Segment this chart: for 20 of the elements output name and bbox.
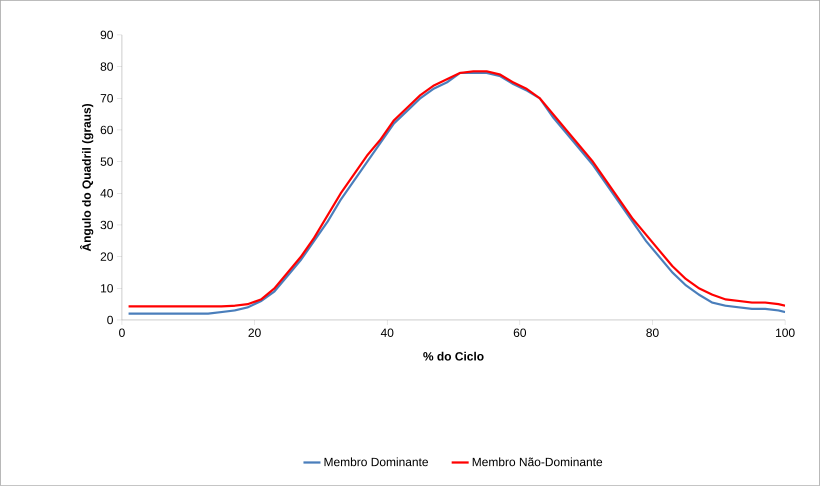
y-tick-label: 40	[100, 189, 113, 198]
y-tick-label: 10	[101, 284, 113, 293]
y-axis-title: Ângulo do Quadril (graus)	[80, 104, 94, 252]
y-tick-label: 80	[100, 62, 113, 71]
y-tick-label: 0	[107, 316, 113, 324]
x-tick-label: 40	[380, 328, 394, 337]
legend-label: Membro Não-Dominante	[472, 457, 602, 466]
x-tick-label: 60	[514, 328, 526, 337]
y-tick-label: 70	[100, 94, 113, 103]
x-axis-title: % do Ciclo	[423, 352, 484, 361]
x-tick-label: 20	[248, 328, 261, 337]
y-tick-label: 30	[100, 220, 113, 230]
y-tick-label: 90	[100, 30, 113, 40]
y-tick-label: 60	[100, 126, 113, 134]
x-tick-label: 0	[119, 328, 125, 337]
legend-label: Membro Dominante	[324, 457, 428, 466]
y-tick-label: 50	[100, 157, 113, 166]
y-tick-label: 20	[100, 252, 113, 261]
x-tick-label: 80	[646, 328, 659, 337]
x-tick-label: 100	[776, 328, 795, 337]
